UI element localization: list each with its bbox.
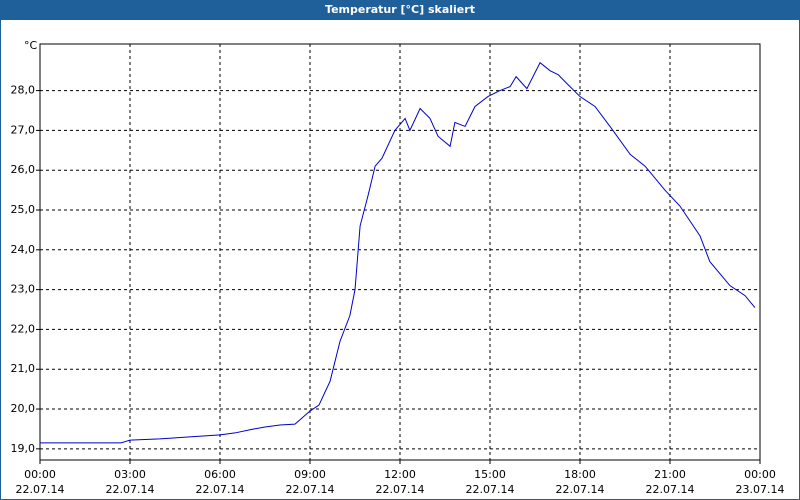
y-tick-label: 27,0 xyxy=(11,123,36,136)
y-tick-label: 25,0 xyxy=(11,203,36,216)
x-tick-label: 22.07.14 xyxy=(376,483,425,496)
line-series xyxy=(40,61,756,444)
x-tick-label: 06:00 xyxy=(204,468,236,481)
y-tick-label: 26,0 xyxy=(11,163,36,176)
x-tick-label: 00:00 xyxy=(744,468,776,481)
x-tick-label: 22.07.14 xyxy=(106,483,155,496)
x-tick-label: 22.07.14 xyxy=(466,483,515,496)
x-tick-label: 18:00 xyxy=(564,468,596,481)
y-tick-label: 21,0 xyxy=(11,362,36,375)
x-tick-label: 15:00 xyxy=(474,468,506,481)
x-tick-label: 03:00 xyxy=(114,468,146,481)
x-tick-label: 21:00 xyxy=(654,468,686,481)
x-tick-label: 22.07.14 xyxy=(646,483,695,496)
y-axis-label: °C xyxy=(24,39,38,52)
x-tick-label: 23.07.14 xyxy=(736,483,785,496)
x-tick-label: 22.07.14 xyxy=(16,483,65,496)
y-tick-label: 20,0 xyxy=(11,402,36,415)
x-tick-label: 22.07.14 xyxy=(286,483,335,496)
plot-area xyxy=(39,43,761,461)
x-tick-label: 22.07.14 xyxy=(556,483,605,496)
y-tick-label: 23,0 xyxy=(11,283,36,296)
x-tick-label: 22.07.14 xyxy=(196,483,245,496)
y-tick-label: 19,0 xyxy=(11,442,36,455)
y-tick-label: 22,0 xyxy=(11,322,36,335)
y-tick-label: 24,0 xyxy=(11,243,36,256)
title-bar xyxy=(0,0,800,20)
x-tick-label: 00:00 xyxy=(24,468,56,481)
y-tick-label: 28,0 xyxy=(11,84,36,97)
x-tick-label: 12:00 xyxy=(384,468,416,481)
x-tick-label: 09:00 xyxy=(294,468,326,481)
chart-title: Temperatur [°C] skaliert xyxy=(325,3,475,16)
